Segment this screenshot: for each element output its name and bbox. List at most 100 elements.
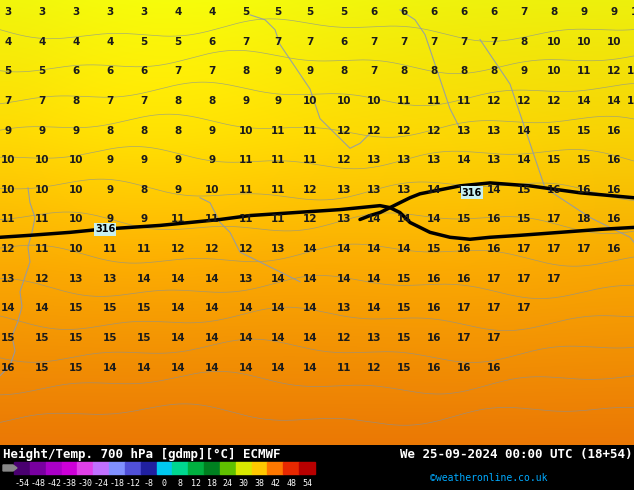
Text: 14: 14 <box>607 96 621 106</box>
Text: 12: 12 <box>517 96 531 106</box>
Text: 7: 7 <box>370 66 378 76</box>
Bar <box>157 462 172 474</box>
Text: 8: 8 <box>550 7 558 17</box>
Text: 12: 12 <box>205 244 219 254</box>
Text: 13: 13 <box>337 185 351 195</box>
Text: 16: 16 <box>427 363 441 373</box>
Bar <box>77 462 93 474</box>
Text: 17: 17 <box>577 244 592 254</box>
Text: 17: 17 <box>547 244 561 254</box>
Text: 9: 9 <box>141 155 148 165</box>
Text: -30: -30 <box>78 479 93 488</box>
Text: 10: 10 <box>607 37 621 47</box>
Bar <box>236 462 252 474</box>
Text: 15: 15 <box>35 363 49 373</box>
Text: 13: 13 <box>337 215 351 224</box>
Text: 7: 7 <box>38 96 46 106</box>
Text: 11: 11 <box>171 215 185 224</box>
Text: 8: 8 <box>401 66 408 76</box>
Text: 14: 14 <box>487 185 501 195</box>
Text: 8: 8 <box>174 96 181 106</box>
Text: 14: 14 <box>577 96 592 106</box>
Text: 9: 9 <box>275 66 281 76</box>
Text: 14: 14 <box>427 185 441 195</box>
Text: 13: 13 <box>68 274 83 284</box>
Text: 24: 24 <box>223 479 233 488</box>
Text: -54: -54 <box>15 479 29 488</box>
Text: 12: 12 <box>607 66 621 76</box>
Text: 16: 16 <box>456 244 471 254</box>
Text: 14: 14 <box>302 274 317 284</box>
Text: 14: 14 <box>205 363 219 373</box>
Text: 7: 7 <box>209 66 216 76</box>
Text: 15: 15 <box>517 215 531 224</box>
Text: 9: 9 <box>521 66 527 76</box>
Text: 14: 14 <box>205 274 219 284</box>
Text: 10: 10 <box>547 66 561 76</box>
Text: 316: 316 <box>95 224 115 234</box>
Text: 14: 14 <box>238 363 254 373</box>
Text: 6: 6 <box>430 7 437 17</box>
Text: 16: 16 <box>1 363 15 373</box>
Text: 13: 13 <box>487 125 501 136</box>
Text: -38: -38 <box>62 479 77 488</box>
Text: 13: 13 <box>397 155 411 165</box>
Text: 0: 0 <box>162 479 167 488</box>
Text: 16: 16 <box>427 333 441 343</box>
Text: 14: 14 <box>137 363 152 373</box>
Bar <box>204 462 220 474</box>
Text: 5: 5 <box>340 7 347 17</box>
Text: 16: 16 <box>456 274 471 284</box>
Text: 15: 15 <box>397 303 411 314</box>
Text: 5: 5 <box>242 7 250 17</box>
Text: 7: 7 <box>400 37 408 47</box>
Text: 9: 9 <box>4 125 11 136</box>
Text: 10: 10 <box>547 37 561 47</box>
Text: 12: 12 <box>397 125 411 136</box>
Text: 14: 14 <box>366 215 381 224</box>
Text: 10: 10 <box>577 37 592 47</box>
Text: 13: 13 <box>427 155 441 165</box>
Text: 12: 12 <box>366 363 381 373</box>
Text: 12: 12 <box>303 185 317 195</box>
Text: 16: 16 <box>607 155 621 165</box>
Text: 9: 9 <box>107 185 113 195</box>
Bar <box>172 462 188 474</box>
Text: 17: 17 <box>517 303 531 314</box>
Text: 13: 13 <box>456 125 471 136</box>
Text: 14: 14 <box>397 215 411 224</box>
Text: 12: 12 <box>239 244 253 254</box>
Text: 6: 6 <box>107 66 113 76</box>
Text: 15: 15 <box>577 155 592 165</box>
Text: 11: 11 <box>397 96 411 106</box>
Text: 3: 3 <box>39 7 46 17</box>
Text: 7: 7 <box>521 7 527 17</box>
Text: 8: 8 <box>490 66 498 76</box>
Text: 10: 10 <box>35 185 49 195</box>
Text: 14: 14 <box>271 333 285 343</box>
Text: 16: 16 <box>607 125 621 136</box>
Text: 6: 6 <box>460 7 468 17</box>
Text: 16: 16 <box>487 363 501 373</box>
Text: 6: 6 <box>140 66 148 76</box>
Text: 11: 11 <box>271 155 285 165</box>
Text: 14: 14 <box>302 333 317 343</box>
Text: 48: 48 <box>286 479 296 488</box>
Text: 15: 15 <box>577 125 592 136</box>
Text: 12: 12 <box>337 333 351 343</box>
Text: 316: 316 <box>462 188 482 198</box>
Text: 16: 16 <box>456 363 471 373</box>
Text: 8: 8 <box>72 96 80 106</box>
Text: 7: 7 <box>306 37 314 47</box>
Text: 8: 8 <box>140 185 148 195</box>
Text: 7: 7 <box>4 96 11 106</box>
Text: 9: 9 <box>141 215 148 224</box>
Text: 14: 14 <box>271 274 285 284</box>
Text: 13: 13 <box>1 274 15 284</box>
Text: 15: 15 <box>35 333 49 343</box>
Text: 12: 12 <box>191 479 201 488</box>
Text: 17: 17 <box>547 274 561 284</box>
Text: 10: 10 <box>68 155 83 165</box>
Text: 11: 11 <box>271 125 285 136</box>
Text: 14: 14 <box>171 363 185 373</box>
